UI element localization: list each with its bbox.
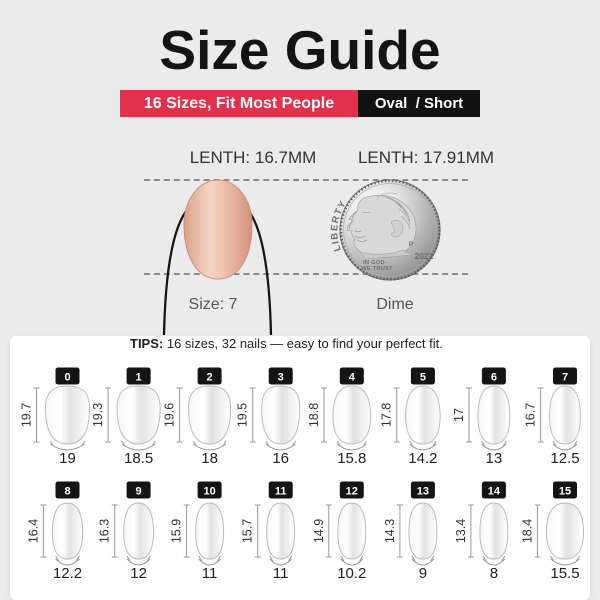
svg-text:18.4: 18.4 — [521, 519, 535, 543]
svg-text:16.4: 16.4 — [26, 519, 40, 543]
svg-text:14.2: 14.2 — [408, 450, 437, 467]
svg-text:8: 8 — [64, 486, 70, 498]
svg-text:14.9: 14.9 — [312, 519, 326, 543]
svg-text:9: 9 — [136, 486, 142, 498]
svg-text:15.8: 15.8 — [337, 450, 366, 467]
svg-text:2021: 2021 — [415, 251, 434, 261]
svg-text:6: 6 — [491, 372, 497, 384]
svg-text:15.7: 15.7 — [241, 519, 255, 543]
svg-text:11: 11 — [202, 565, 218, 582]
svg-text:7: 7 — [562, 372, 568, 384]
svg-text:13: 13 — [417, 486, 429, 498]
svg-text:16.3: 16.3 — [98, 519, 112, 543]
svg-text:4: 4 — [349, 372, 356, 384]
svg-text:10.2: 10.2 — [337, 565, 366, 582]
svg-text:10: 10 — [203, 486, 215, 498]
svg-text:18: 18 — [201, 450, 218, 467]
svg-text:16: 16 — [272, 450, 289, 467]
svg-text:13: 13 — [486, 450, 503, 467]
svg-text:14.3: 14.3 — [383, 519, 397, 543]
svg-text:15.9: 15.9 — [170, 519, 184, 543]
svg-text:19: 19 — [59, 450, 76, 467]
svg-text:14: 14 — [488, 486, 501, 498]
svg-text:1: 1 — [136, 372, 142, 384]
svg-text:18.8: 18.8 — [307, 403, 321, 427]
svg-text:WE TRUST: WE TRUST — [361, 266, 393, 272]
svg-text:15: 15 — [559, 486, 571, 498]
svg-text:9: 9 — [419, 565, 427, 582]
svg-text:18.5: 18.5 — [124, 450, 153, 467]
svg-text:2: 2 — [207, 372, 213, 384]
svg-text:TIPS: 16 sizes, 32 nails — eas: TIPS: 16 sizes, 32 nails — easy to find … — [130, 336, 443, 351]
svg-text:16.7: 16.7 — [524, 403, 538, 427]
svg-text:15.5: 15.5 — [550, 565, 579, 582]
svg-text:P: P — [409, 241, 414, 248]
svg-text:19.3: 19.3 — [91, 403, 105, 427]
svg-text:19.6: 19.6 — [163, 403, 177, 427]
svg-text:12: 12 — [346, 486, 358, 498]
svg-text:13.4: 13.4 — [454, 519, 468, 543]
svg-text:11: 11 — [275, 486, 287, 498]
svg-text:12.2: 12.2 — [53, 565, 82, 582]
svg-text:12: 12 — [130, 565, 147, 582]
svg-text:19.5: 19.5 — [236, 403, 250, 427]
svg-text:3: 3 — [278, 372, 284, 384]
svg-text:5: 5 — [420, 372, 426, 384]
svg-text:8: 8 — [490, 565, 498, 582]
svg-text:17.8: 17.8 — [380, 403, 394, 427]
svg-text:17: 17 — [452, 408, 466, 422]
svg-text:0: 0 — [64, 372, 70, 384]
svg-text:11: 11 — [273, 565, 289, 582]
svg-text:19.7: 19.7 — [20, 403, 34, 427]
svg-text:12.5: 12.5 — [550, 450, 579, 467]
